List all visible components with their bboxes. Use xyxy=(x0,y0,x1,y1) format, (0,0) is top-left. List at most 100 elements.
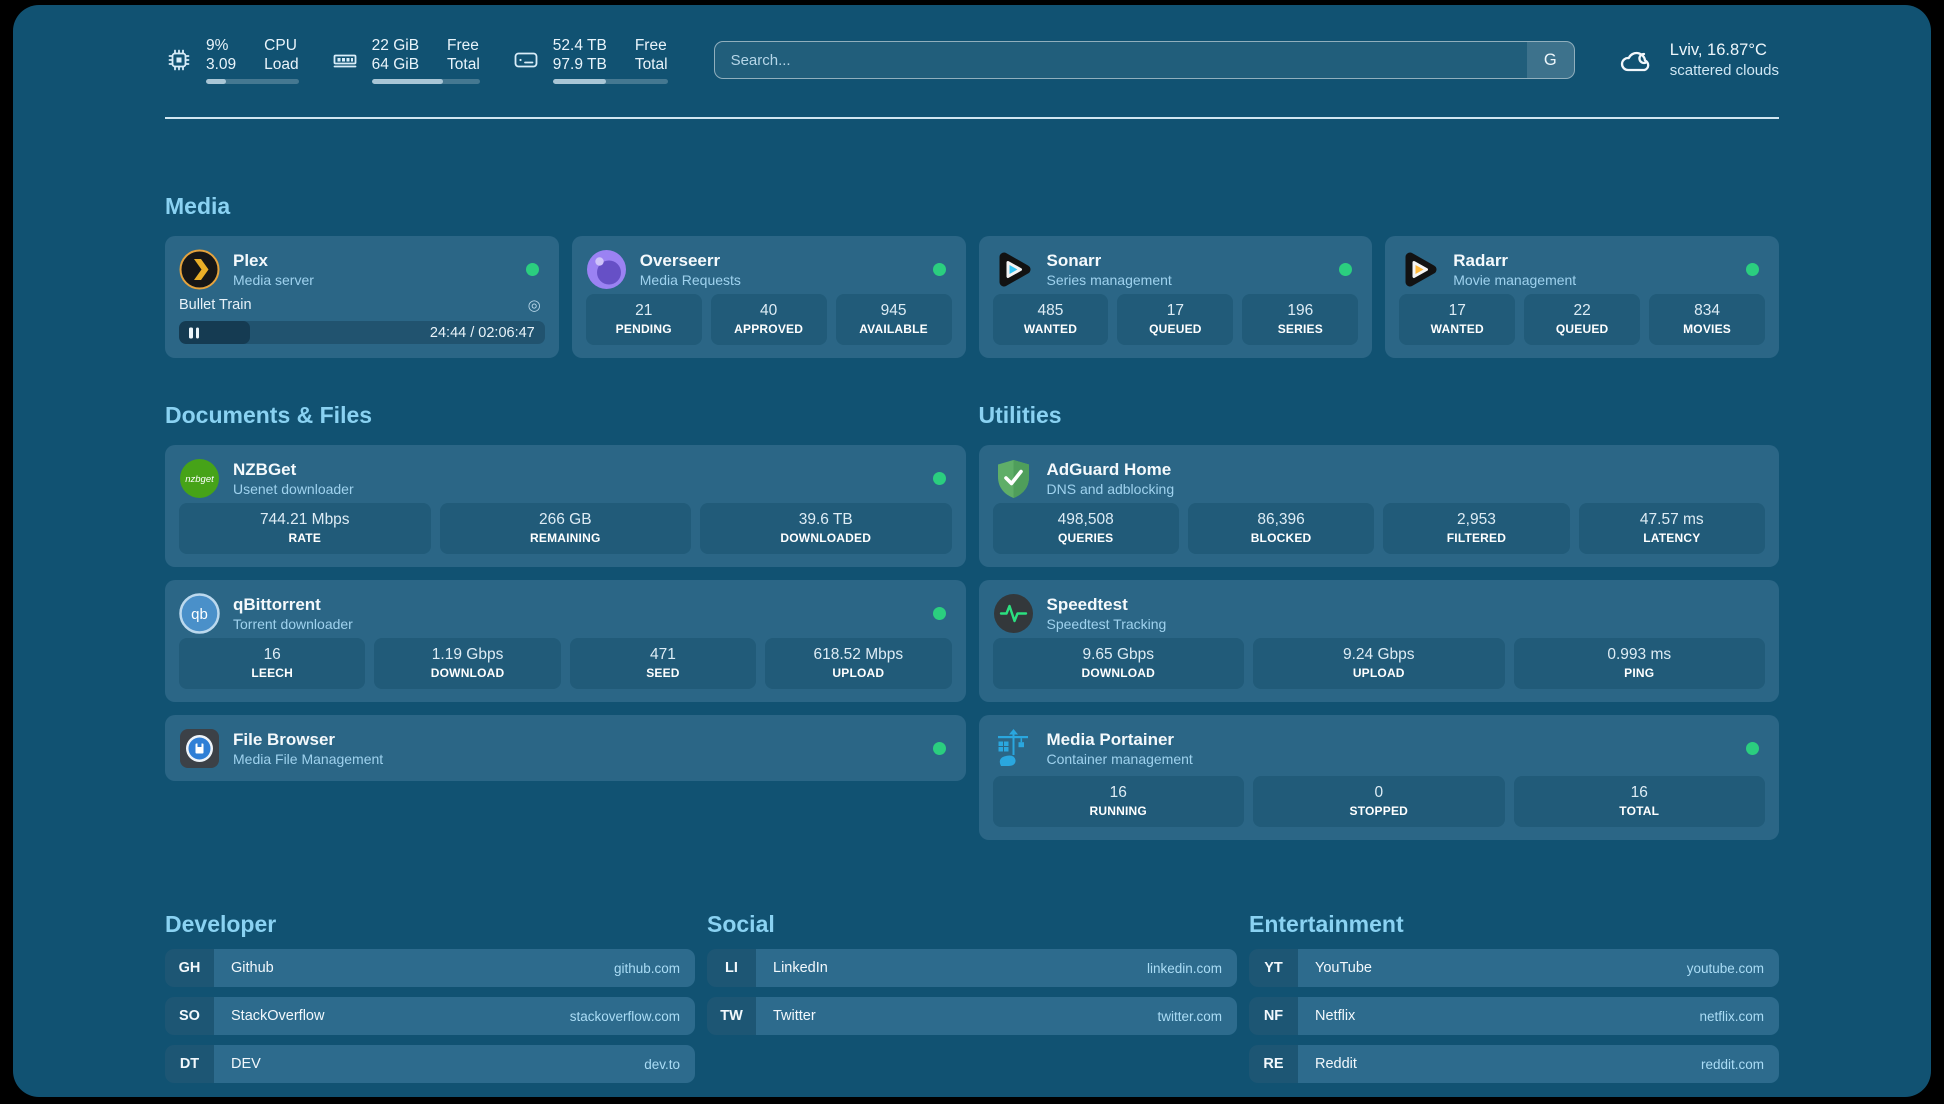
disk-free-value: 52.4 TB xyxy=(552,37,607,54)
playback-progress-bar: 24:44 / 02:06:47 xyxy=(179,321,545,344)
bookmark-abbr: GH xyxy=(165,949,214,987)
dashboard-panel: 9% CPU 3.09 Load xyxy=(13,5,1931,1097)
system-stats: 9% CPU 3.09 Load xyxy=(165,36,668,84)
bookmark-abbr: LI xyxy=(707,949,756,987)
service-subtitle: Media File Management xyxy=(233,750,384,767)
service-title: Media Portainer xyxy=(1046,730,1175,749)
bookmark-reddit[interactable]: RE Reddit reddit.com xyxy=(1249,1045,1779,1083)
memory-progress-bar xyxy=(371,79,480,84)
stat-download: 9.65 Gbps DOWNLOAD xyxy=(992,638,1244,689)
bookmark-abbr: DT xyxy=(165,1045,214,1083)
status-dot-online xyxy=(932,472,946,485)
plex-icon xyxy=(179,249,220,290)
speedtest-icon xyxy=(993,593,1034,634)
service-card-plex[interactable]: Plex Media server Bullet Train ◎ 24:44 /… xyxy=(165,236,559,358)
weather-condition: scattered clouds xyxy=(1669,62,1779,79)
section-documents: Documents & Files nzbget NZBGet Usenet d xyxy=(165,400,966,853)
sonarr-icon xyxy=(993,249,1034,290)
service-card-adguard[interactable]: AdGuard Home DNS and adblocking 498,508 Q… xyxy=(978,445,1779,567)
bookmark-group-entertainment: Entertainment YT YouTube youtube.com NF N… xyxy=(1249,909,1779,1083)
service-card-sonarr[interactable]: Sonarr Series management 485 WANTED 17 QUE… xyxy=(978,236,1373,358)
bookmark-twitter[interactable]: TW Twitter twitter.com xyxy=(707,997,1237,1035)
service-card-radarr[interactable]: Radarr Movie management 17 WANTED 22 QUEUE… xyxy=(1385,236,1779,358)
portainer-icon xyxy=(993,728,1034,769)
section-heading-developer: Developer xyxy=(165,911,277,937)
service-card-overseerr[interactable]: Overseerr Media Requests 21 PENDING 40 APP… xyxy=(571,236,966,358)
search-input[interactable] xyxy=(714,42,1527,78)
service-subtitle: Usenet downloader xyxy=(233,481,354,497)
stat-running: 16 RUNNING xyxy=(992,776,1244,827)
section-heading-utilities: Utilities xyxy=(978,402,1062,428)
section-heading-documents: Documents & Files xyxy=(165,402,373,428)
service-card-portainer[interactable]: Media Portainer Container management 16 R… xyxy=(978,715,1779,840)
status-dot-online xyxy=(932,263,946,276)
bookmark-abbr: SO xyxy=(165,997,214,1035)
memory-widget: 22 GiB Free 64 GiB Total xyxy=(331,36,480,84)
cloud-icon xyxy=(1617,44,1655,76)
service-title: NZBGet xyxy=(233,460,297,479)
service-card-filebrowser[interactable]: File Browser Media File Management xyxy=(165,715,966,781)
bookmark-netflix[interactable]: NF Netflix netflix.com xyxy=(1249,997,1779,1035)
stat-movies: 834 MOVIES xyxy=(1649,294,1766,345)
section-utilities: Utilities AdGuard Home xyxy=(978,400,1779,853)
disk-icon xyxy=(512,46,540,74)
pause-icon xyxy=(189,327,199,338)
bookmarks-area: Developer GH Github github.com SO StackOv… xyxy=(165,909,1779,1083)
memory-icon xyxy=(331,46,359,74)
service-subtitle: Media Requests xyxy=(639,272,741,288)
stat-blocked: 86,396 BLOCKED xyxy=(1187,503,1375,554)
status-dot-online xyxy=(932,607,946,620)
stat-queries: 498,508 QUERIES xyxy=(992,503,1179,554)
bookmark-github[interactable]: GH Github github.com xyxy=(165,949,695,987)
service-subtitle: Movie management xyxy=(1453,272,1577,288)
overseerr-icon xyxy=(586,249,627,290)
cpu-icon xyxy=(165,46,193,74)
svg-text:nzbget: nzbget xyxy=(185,474,214,485)
service-subtitle: Container management xyxy=(1046,751,1193,767)
stat-latency: 47.57 ms LATENCY xyxy=(1578,503,1765,554)
memory-free-value: 22 GiB xyxy=(371,37,420,54)
service-title: Sonarr xyxy=(1046,251,1102,270)
stat-filtered: 2,953 FILTERED xyxy=(1383,503,1570,554)
stat-total: 16 TOTAL xyxy=(1513,776,1765,827)
service-title: qBittorrent xyxy=(233,595,321,614)
status-dot-online xyxy=(1339,263,1353,276)
stat-remaining: 266 GB REMAINING xyxy=(439,503,691,554)
service-title: AdGuard Home xyxy=(1046,460,1172,479)
service-title: Plex xyxy=(233,251,268,270)
service-card-nzbget[interactable]: nzbget NZBGet Usenet downloader 744.21 M… xyxy=(165,445,966,567)
filebrowser-icon xyxy=(179,728,220,769)
bookmark-abbr: YT xyxy=(1249,949,1298,987)
stat-ping: 0.993 ms PING xyxy=(1513,638,1765,689)
stat-upload: 9.24 Gbps UPLOAD xyxy=(1253,638,1505,689)
bookmark-linkedin[interactable]: LI LinkedIn linkedin.com xyxy=(707,949,1237,987)
bookmark-stackoverflow[interactable]: SO StackOverflow stackoverflow.com xyxy=(165,997,695,1035)
radarr-icon xyxy=(1399,249,1440,290)
cpu-value: 9% xyxy=(206,37,229,54)
bookmark-dev[interactable]: DT DEV dev.to xyxy=(165,1045,695,1083)
stat-approved: 40 APPROVED xyxy=(710,294,827,345)
stat-available: 945 AVAILABLE xyxy=(835,294,952,345)
stat-pending: 21 PENDING xyxy=(585,294,702,345)
svg-text:qb: qb xyxy=(191,606,208,623)
stat-queued: 17 QUEUED xyxy=(1117,294,1234,345)
disk-progress-bar xyxy=(552,79,668,84)
memory-free-label: Free xyxy=(447,37,479,54)
playback-session-icon: ◎ xyxy=(527,297,541,314)
search-engine-button[interactable]: G xyxy=(1526,42,1574,78)
bookmark-youtube[interactable]: YT YouTube youtube.com xyxy=(1249,949,1779,987)
service-card-qbittorrent[interactable]: qb qBittorrent Torrent downloader 16 LEEC… xyxy=(165,580,966,702)
stat-rate: 744.21 Mbps RATE xyxy=(179,503,431,554)
service-subtitle: Media server xyxy=(233,272,314,288)
service-card-speedtest[interactable]: Speedtest Speedtest Tracking 9.65 Gbps DO… xyxy=(978,580,1779,702)
service-title: Overseerr xyxy=(639,251,721,270)
bookmark-group-developer: Developer GH Github github.com SO StackOv… xyxy=(165,909,695,1083)
stat-series: 196 SERIES xyxy=(1242,294,1359,345)
load-value: 3.09 xyxy=(206,56,237,73)
section-media: Media Plex Media server xyxy=(165,191,1779,358)
service-title: File Browser xyxy=(233,729,336,749)
service-title: Radarr xyxy=(1453,251,1509,270)
service-subtitle: Series management xyxy=(1046,272,1172,288)
bookmark-group-social: Social LI LinkedIn linkedin.com TW Twitte… xyxy=(707,909,1237,1083)
status-dot-online xyxy=(932,741,946,755)
